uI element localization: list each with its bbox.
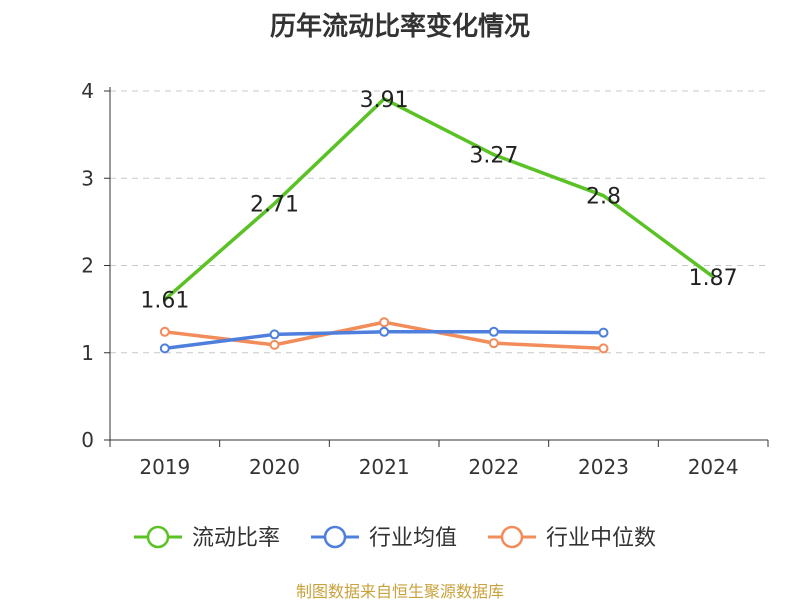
legend-label: 行业中位数 xyxy=(546,526,656,551)
source-note: 制图数据来自恒生聚源数据库 xyxy=(295,582,504,601)
data-label: 1.61 xyxy=(140,289,189,314)
data-label: 3.91 xyxy=(360,88,409,113)
data-label: 2.8 xyxy=(586,185,621,210)
data-point xyxy=(159,343,170,354)
y-tick-label: 3 xyxy=(81,166,94,190)
series-line-0 xyxy=(163,97,715,301)
y-tick-label: 2 xyxy=(81,254,94,278)
data-point xyxy=(598,327,609,338)
data-point xyxy=(488,326,499,337)
y-tick-label: 0 xyxy=(81,428,94,452)
x-tick-label: 2023 xyxy=(578,455,629,479)
x-tick-label: 2021 xyxy=(359,455,410,479)
legend-label: 行业均值 xyxy=(369,526,457,551)
data-point xyxy=(379,326,390,337)
data-point xyxy=(488,338,499,349)
legend-marker xyxy=(500,525,524,549)
x-tick-label: 2022 xyxy=(468,455,519,479)
x-tick-label: 2019 xyxy=(139,455,190,479)
data-point xyxy=(269,329,280,340)
legend-marker xyxy=(323,525,347,549)
data-point xyxy=(598,343,609,354)
data-label: 2.71 xyxy=(250,193,299,218)
data-point xyxy=(379,317,390,328)
y-tick-label: 4 xyxy=(81,79,94,103)
data-point xyxy=(159,326,170,337)
legend-marker xyxy=(146,525,170,549)
y-tick-label: 1 xyxy=(81,341,94,365)
x-tick-label: 2024 xyxy=(688,455,739,479)
x-tick-label: 2020 xyxy=(249,455,300,479)
data-label: 3.27 xyxy=(469,144,518,169)
data-label: 1.87 xyxy=(689,266,738,291)
data-point xyxy=(269,339,280,350)
chart-title: 历年流动比率变化情况 xyxy=(269,12,530,42)
legend-label: 流动比率 xyxy=(192,526,280,551)
